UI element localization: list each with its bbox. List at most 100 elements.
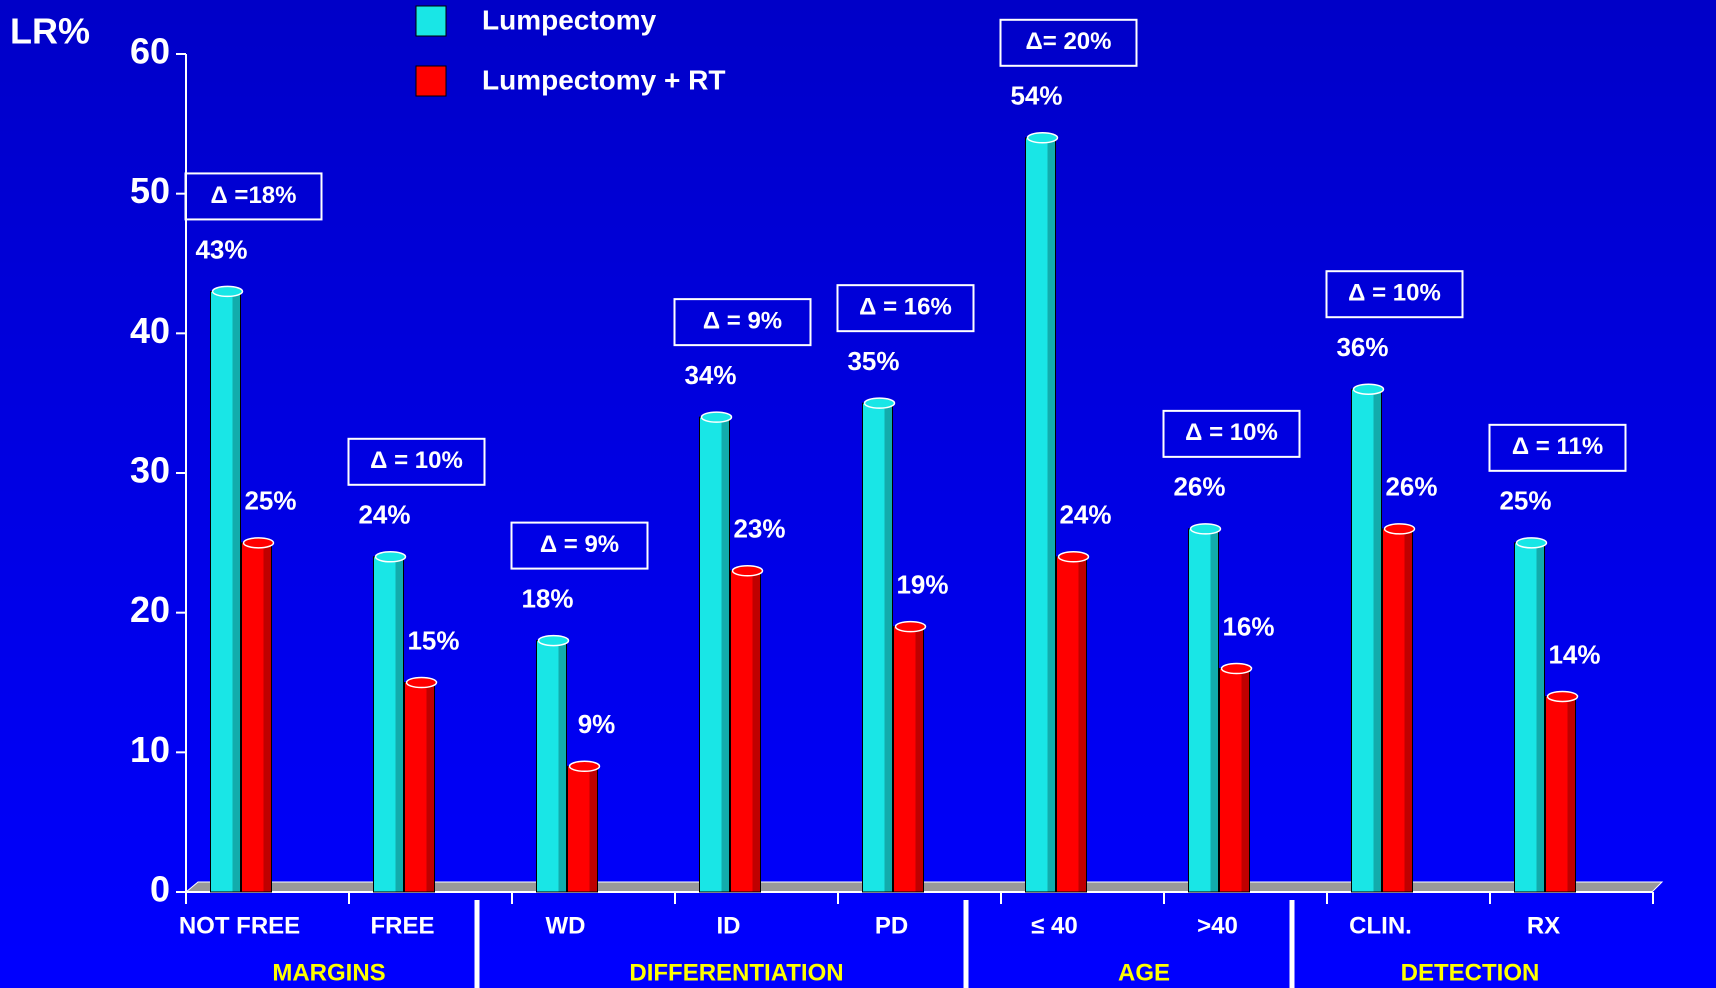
bar-shade bbox=[1536, 542, 1545, 892]
value-label: 26% bbox=[1173, 472, 1225, 502]
bar-cap bbox=[374, 551, 407, 563]
value-label: 16% bbox=[1222, 611, 1274, 641]
bar-cap bbox=[1515, 537, 1548, 549]
value-label: 43% bbox=[195, 234, 247, 264]
bar-shade bbox=[752, 570, 761, 892]
delta-box bbox=[673, 298, 812, 347]
bar bbox=[210, 290, 241, 893]
bar bbox=[893, 626, 924, 893]
bar bbox=[1514, 542, 1545, 893]
delta-label: Δ = 9% bbox=[540, 531, 619, 558]
x-tick-label: RX bbox=[1527, 912, 1560, 939]
value-label: 18% bbox=[521, 583, 573, 613]
bar-cap bbox=[1057, 551, 1090, 563]
value-label: 19% bbox=[896, 570, 948, 600]
delta-box bbox=[999, 18, 1138, 67]
delta-box bbox=[836, 284, 975, 333]
bar-cap bbox=[568, 760, 601, 773]
value-label: 24% bbox=[358, 500, 410, 530]
y-axis-label: LR% bbox=[10, 11, 90, 52]
bar-cap bbox=[1352, 383, 1385, 395]
bar-cap bbox=[1383, 523, 1416, 535]
group-label: DETECTION bbox=[1401, 959, 1540, 986]
delta-label: Δ = 10% bbox=[1348, 280, 1441, 307]
y-tick-label: 10 bbox=[130, 729, 170, 770]
bar bbox=[730, 570, 761, 893]
delta-box bbox=[1325, 270, 1464, 319]
bar-cap bbox=[1546, 690, 1579, 703]
bar bbox=[1351, 388, 1382, 893]
y-tick-label: 40 bbox=[130, 310, 170, 351]
value-label: 15% bbox=[407, 625, 459, 655]
x-tick-label: WD bbox=[546, 912, 586, 939]
legend-label: Lumpectomy bbox=[482, 4, 657, 35]
delta-label: Δ = 16% bbox=[859, 294, 952, 321]
bar-cap bbox=[1189, 523, 1222, 535]
group-label: AGE bbox=[1118, 959, 1170, 986]
delta-label: Δ = 10% bbox=[1185, 419, 1278, 446]
value-label: 14% bbox=[1548, 639, 1600, 669]
legend-swatch bbox=[415, 5, 447, 37]
x-tick-label: PD bbox=[875, 912, 908, 939]
x-tick-label: >40 bbox=[1197, 912, 1238, 939]
bar-cap bbox=[894, 620, 927, 633]
group-label: MARGINS bbox=[272, 959, 385, 986]
delta-label: Δ = 11% bbox=[1512, 433, 1603, 460]
y-tick-label: 50 bbox=[130, 170, 170, 211]
bar-cap bbox=[731, 565, 764, 577]
bar bbox=[1545, 695, 1576, 893]
x-tick-label: FREE bbox=[370, 912, 434, 939]
bar bbox=[862, 402, 893, 893]
bar-shade bbox=[1078, 556, 1087, 892]
bar-shade bbox=[395, 556, 404, 892]
bar-cap bbox=[863, 397, 896, 409]
bar-shade bbox=[721, 417, 730, 892]
bar-shade bbox=[1210, 528, 1219, 892]
x-tick-label: NOT FREE bbox=[179, 912, 300, 939]
y-tick-label: 30 bbox=[130, 450, 170, 491]
bar-shade bbox=[589, 766, 598, 892]
bar-shade bbox=[1047, 137, 1056, 893]
bar-shade bbox=[884, 403, 893, 892]
x-tick-label: ID bbox=[717, 912, 741, 939]
bar-shade bbox=[915, 626, 924, 892]
bar-shade bbox=[1404, 528, 1413, 892]
value-label: 36% bbox=[1336, 332, 1388, 362]
delta-box bbox=[184, 172, 323, 221]
bar bbox=[699, 416, 730, 893]
bar bbox=[1219, 668, 1250, 893]
x-tick-label: ≤ 40 bbox=[1031, 912, 1078, 939]
y-tick-label: 0 bbox=[150, 869, 170, 910]
delta-label: Δ = 10% bbox=[370, 447, 463, 474]
value-label: 25% bbox=[1499, 486, 1551, 516]
bar bbox=[1188, 528, 1219, 893]
group-label: DIFFERENTIATION bbox=[629, 959, 843, 986]
value-label: 25% bbox=[244, 486, 296, 516]
y-tick-label: 60 bbox=[130, 31, 170, 72]
bar bbox=[1025, 137, 1056, 893]
legend-swatch bbox=[415, 65, 447, 97]
delta-box bbox=[510, 521, 649, 570]
delta-label: Δ = 9% bbox=[703, 307, 782, 334]
bar bbox=[241, 542, 272, 893]
value-label: 26% bbox=[1385, 472, 1437, 502]
bar-shade bbox=[1241, 668, 1250, 892]
bar bbox=[1056, 556, 1087, 893]
bar-cap bbox=[242, 537, 275, 549]
delta-box bbox=[1488, 423, 1627, 472]
value-label: 34% bbox=[684, 360, 736, 390]
bar-shade bbox=[426, 682, 435, 892]
bar-cap bbox=[1026, 132, 1059, 144]
bar-shade bbox=[1567, 696, 1576, 892]
value-label: 54% bbox=[1010, 81, 1062, 111]
y-tick-label: 20 bbox=[130, 589, 170, 630]
bar-cap bbox=[1220, 662, 1253, 675]
delta-label: Δ =18% bbox=[211, 182, 297, 209]
value-label: 23% bbox=[733, 514, 785, 544]
delta-box bbox=[347, 437, 486, 486]
bar-shade bbox=[558, 640, 567, 892]
bar-cap bbox=[405, 676, 438, 689]
